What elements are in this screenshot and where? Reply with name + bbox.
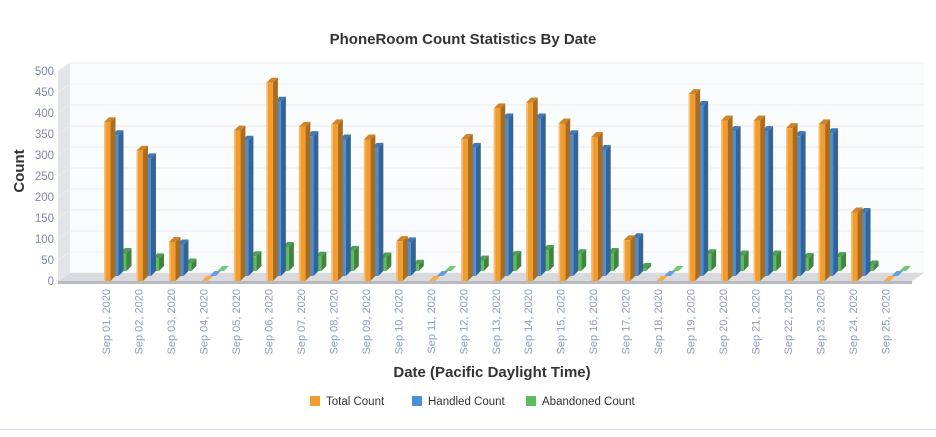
x-tick-label: Sep 13, 2020 xyxy=(491,289,503,354)
bar-total xyxy=(461,134,473,281)
x-tick-label: Sep 01, 2020 xyxy=(101,289,113,354)
y-tick-label: 400 xyxy=(35,108,54,120)
y-tick-label: 0 xyxy=(48,276,54,288)
x-tick-label: Sep 16, 2020 xyxy=(588,289,600,354)
x-tick-label: Sep 05, 2020 xyxy=(231,289,243,354)
x-tick-label: Sep 17, 2020 xyxy=(621,289,633,354)
bar-total xyxy=(233,125,246,281)
bar-handled xyxy=(891,271,904,276)
x-tick-label: Sep 08, 2020 xyxy=(328,289,340,354)
legend-swatch xyxy=(310,396,320,406)
bar-total xyxy=(428,276,441,281)
bar-total xyxy=(136,145,148,281)
bar-handled xyxy=(209,271,221,276)
gridline-side xyxy=(57,62,71,72)
bar-abandoned xyxy=(672,266,684,271)
legend-label: Handled Count xyxy=(428,396,506,408)
gridline-side xyxy=(57,104,71,114)
y-tick-label: 250 xyxy=(35,171,54,183)
bar-total xyxy=(721,115,733,281)
x-axis-title: Date (Pacific Daylight Time) xyxy=(393,364,590,381)
bar-total xyxy=(493,103,506,281)
x-tick-label: Sep 15, 2020 xyxy=(556,289,568,354)
x-tick-label: Sep 10, 2020 xyxy=(393,289,405,354)
bar-total xyxy=(786,123,798,282)
bar-handled xyxy=(436,271,449,276)
bar-abandoned xyxy=(444,266,457,271)
legend-swatch xyxy=(412,396,422,406)
x-tick-label: Sep 12, 2020 xyxy=(458,289,470,354)
chart-title: PhoneRoom Count Statistics By Date xyxy=(330,31,597,48)
gridline-side xyxy=(57,251,71,261)
bar-handled xyxy=(664,271,676,276)
x-tick-label: Sep 04, 2020 xyxy=(198,289,210,354)
gridline-side xyxy=(57,188,71,198)
y-tick-label: 200 xyxy=(35,192,54,204)
bar-total xyxy=(558,118,571,281)
y-tick-label: 350 xyxy=(35,129,54,141)
x-tick-label: Sep 24, 2020 xyxy=(848,289,860,354)
bar-total xyxy=(526,97,538,281)
legend-label: Abandoned Count xyxy=(542,396,636,408)
gridline-side xyxy=(57,125,71,135)
bar-total xyxy=(266,77,278,281)
gridline-side xyxy=(57,146,71,156)
bar-total xyxy=(753,115,766,281)
x-tick-label: Sep 11, 2020 xyxy=(426,289,438,354)
bar-total xyxy=(298,121,311,281)
legend-item-handled[interactable]: Handled Count xyxy=(412,396,506,408)
bar-total xyxy=(363,134,376,281)
y-tick-label: 100 xyxy=(35,234,54,246)
gridline-side xyxy=(57,230,71,240)
x-tick-label: Sep 23, 2020 xyxy=(816,289,828,354)
x-tick-label: Sep 21, 2020 xyxy=(751,289,763,354)
bar-total xyxy=(168,236,181,281)
bar-total xyxy=(883,276,896,281)
bar-total xyxy=(851,207,863,281)
bar-total xyxy=(656,276,668,281)
x-tick-label: Sep 06, 2020 xyxy=(263,289,275,354)
bar-total xyxy=(818,119,831,281)
legend: Total Count Handled Count Abandoned Count xyxy=(310,396,636,408)
bar-total xyxy=(623,235,636,281)
bar-total xyxy=(331,119,343,281)
x-tick-label: Sep 22, 2020 xyxy=(783,289,795,354)
bar-abandoned xyxy=(899,266,912,271)
floor-edge xyxy=(58,281,912,284)
y-axis-title: Count xyxy=(11,149,28,192)
bar-total xyxy=(688,89,701,281)
x-tick-label: Sep 07, 2020 xyxy=(296,289,308,354)
x-tick-label: Sep 09, 2020 xyxy=(361,289,373,354)
x-tick-label: Sep 20, 2020 xyxy=(718,289,730,354)
x-tick-label: Sep 19, 2020 xyxy=(686,289,698,354)
y-tick-label: 150 xyxy=(35,213,54,225)
y-tick-label: 450 xyxy=(35,87,54,99)
x-tick-label: Sep 18, 2020 xyxy=(653,289,665,354)
gridline-side xyxy=(57,209,71,219)
bar-abandoned xyxy=(217,266,229,271)
gridline-side xyxy=(57,83,71,93)
bar-total xyxy=(396,236,408,281)
y-tick-label: 500 xyxy=(35,66,54,78)
bar-total xyxy=(104,117,116,282)
y-tick-label: 50 xyxy=(41,255,54,267)
x-tick-label: Sep 25, 2020 xyxy=(881,289,893,354)
bar-total xyxy=(201,276,213,281)
x-tick-label: Sep 14, 2020 xyxy=(523,289,535,354)
gridline-side xyxy=(57,167,71,177)
y-tick-label: 300 xyxy=(35,150,54,162)
legend-label: Total Count xyxy=(326,396,385,408)
legend-swatch xyxy=(526,396,536,406)
bar-total xyxy=(591,131,603,281)
bottom-divider xyxy=(0,429,936,430)
legend-item-total[interactable]: Total Count xyxy=(310,396,385,408)
x-tick-label: Sep 02, 2020 xyxy=(133,289,145,354)
x-tick-label: Sep 03, 2020 xyxy=(166,289,178,354)
legend-item-abandoned[interactable]: Abandoned Count xyxy=(526,396,636,408)
